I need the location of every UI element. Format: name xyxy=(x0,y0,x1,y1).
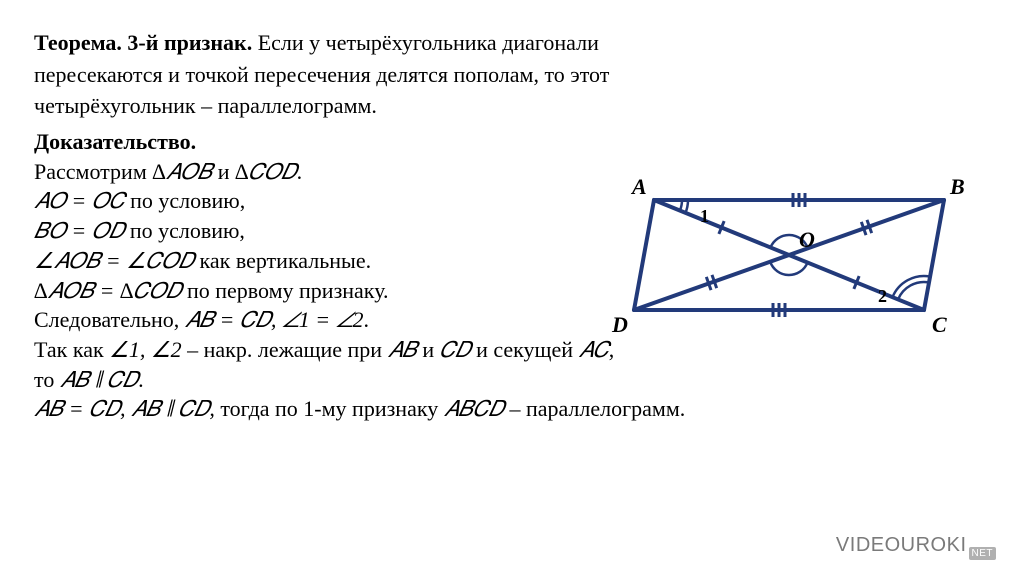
text: Рассмотрим xyxy=(34,159,152,184)
text: тогда по 1-му признаку xyxy=(215,396,444,421)
text: – параллелограмм. xyxy=(504,396,685,421)
svg-text:2: 2 xyxy=(878,286,887,306)
text: и секущей xyxy=(471,337,579,362)
theorem-label: Теорема. 3-й признак. xyxy=(34,30,258,55)
svg-text:D: D xyxy=(611,312,628,337)
svg-text:B: B xyxy=(949,174,965,199)
text: Следовательно, xyxy=(34,307,185,332)
watermark-brand: VIDEOUROKI xyxy=(836,534,967,556)
text: . xyxy=(297,159,303,184)
text: по условию, xyxy=(124,218,245,243)
theorem-rest-1: Если у четырёхугольника диагонали xyxy=(258,30,599,55)
text: – накр. лежащие при xyxy=(182,337,388,362)
math: 𝐶𝐷 xyxy=(440,337,471,362)
text: Так как xyxy=(34,337,109,362)
proof-heading: Доказательство. xyxy=(34,127,990,157)
math: ∆𝐶𝑂𝐷 xyxy=(235,159,297,184)
svg-text:O: O xyxy=(799,227,815,252)
proof-line-8: то 𝐴𝐵 ∥ 𝐶𝐷. xyxy=(34,365,990,395)
svg-text:C: C xyxy=(932,312,947,337)
parallelogram-svg: A B C D O 1 2 xyxy=(594,165,984,345)
text: и xyxy=(212,159,235,184)
text: . xyxy=(363,307,369,332)
math: 𝐴𝐵 = 𝐶𝐷, ∠1 = ∠2 xyxy=(185,307,364,332)
math: ∠1, ∠2 xyxy=(109,337,181,362)
text: как вертикальные. xyxy=(194,248,371,273)
text: и xyxy=(417,337,440,362)
text: по условию, xyxy=(125,188,246,213)
theorem-line-1: Теорема. 3-й признак. Если у четырёхугол… xyxy=(34,28,990,58)
math: 𝐵𝑂 = 𝑂𝐷 xyxy=(34,218,124,243)
math: 𝐴𝐵𝐶𝐷 xyxy=(444,396,504,421)
math: 𝐴𝑂 = 𝑂𝐶 xyxy=(34,188,125,213)
math: 𝐴𝐵 xyxy=(388,337,417,362)
math: ∆𝐴𝑂𝐵 xyxy=(152,159,212,184)
parallelogram-figure: A B C D O 1 2 xyxy=(594,165,984,345)
math: ∆𝐴𝑂𝐵 = ∆𝐶𝑂𝐷 xyxy=(34,278,181,303)
math: 𝐴𝐵 ∥ 𝐶𝐷 xyxy=(60,367,138,392)
proof-line-9: 𝐴𝐵 = 𝐶𝐷, 𝐴𝐵 ∥ 𝐶𝐷, тогда по 1-му признаку… xyxy=(34,394,990,424)
text: по первому признаку. xyxy=(181,278,388,303)
svg-text:1: 1 xyxy=(700,206,709,226)
math: 𝐴𝐵 = 𝐶𝐷, 𝐴𝐵 ∥ 𝐶𝐷, xyxy=(34,396,215,421)
watermark-tld: NET xyxy=(969,547,997,560)
svg-text:A: A xyxy=(630,174,647,199)
math: ∠𝐴𝑂𝐵 = ∠𝐶𝑂𝐷 xyxy=(34,248,194,273)
text: . xyxy=(138,367,144,392)
theorem-line-2: пересекаются и точкой пересечения делятс… xyxy=(34,60,990,90)
theorem-line-3: четырёхугольник – параллелограмм. xyxy=(34,91,990,121)
text: то xyxy=(34,367,60,392)
watermark: VIDEOUROKINET xyxy=(836,532,996,561)
